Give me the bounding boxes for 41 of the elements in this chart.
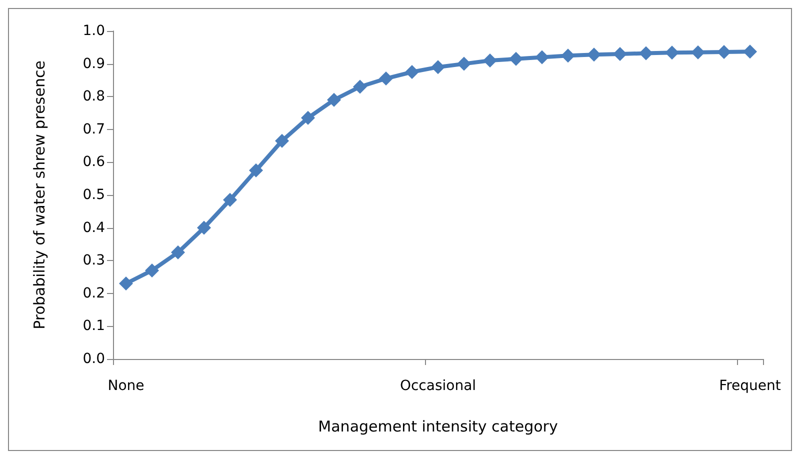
point bbox=[171, 245, 185, 260]
point bbox=[639, 46, 653, 60]
y-tick-label: 0.0 bbox=[82, 351, 105, 367]
point bbox=[665, 46, 679, 60]
point bbox=[379, 72, 393, 86]
x-tick-label: None bbox=[108, 378, 144, 394]
point bbox=[145, 263, 159, 278]
x-tick-label: Frequent bbox=[719, 378, 782, 394]
point bbox=[457, 56, 471, 71]
point bbox=[431, 60, 445, 74]
x-axis-title: Management intensity category bbox=[318, 418, 558, 436]
y-tick-label: 0.5 bbox=[82, 187, 105, 203]
point bbox=[509, 52, 523, 66]
y-tick-label: 0.6 bbox=[82, 154, 106, 170]
point bbox=[535, 50, 549, 64]
point bbox=[405, 65, 419, 79]
point bbox=[561, 48, 575, 63]
point bbox=[691, 45, 705, 60]
y-tick-label: 0.7 bbox=[82, 121, 105, 138]
y-tick-label: 0.9 bbox=[82, 56, 105, 72]
y-tick-label: 0.8 bbox=[82, 88, 105, 105]
point bbox=[483, 54, 497, 68]
point bbox=[119, 276, 133, 291]
point bbox=[587, 48, 601, 62]
point bbox=[353, 80, 367, 94]
y-axis-title: Probability of water shrew presence bbox=[30, 60, 48, 330]
y-tick-label: 1.0 bbox=[82, 23, 105, 39]
point bbox=[249, 163, 263, 178]
x-tick-label: Occasional bbox=[400, 378, 476, 394]
point bbox=[223, 192, 237, 207]
y-tick-label: 0.4 bbox=[82, 220, 106, 236]
y-tick-label: 0.3 bbox=[82, 252, 105, 269]
point bbox=[197, 220, 211, 235]
point bbox=[717, 44, 731, 59]
point bbox=[743, 44, 757, 59]
y-tick-label: 0.1 bbox=[82, 318, 105, 334]
point bbox=[275, 134, 289, 148]
point bbox=[301, 110, 315, 125]
point bbox=[613, 46, 627, 61]
point bbox=[327, 92, 341, 107]
y-tick-label: 0.2 bbox=[82, 285, 105, 302]
